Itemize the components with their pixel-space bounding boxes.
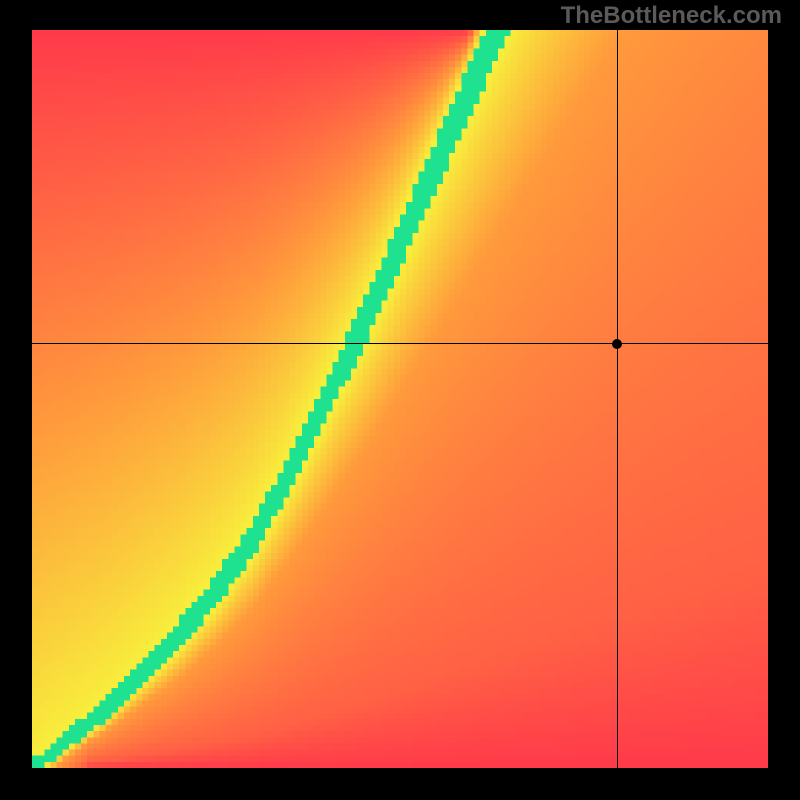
- crosshair-horizontal-line: [32, 343, 768, 344]
- bottleneck-heatmap: [32, 30, 768, 768]
- watermark-text: TheBottleneck.com: [561, 2, 782, 30]
- crosshair-vertical-line: [617, 30, 618, 768]
- chart-container: TheBottleneck.com: [0, 0, 800, 800]
- crosshair-marker-dot: [612, 339, 622, 349]
